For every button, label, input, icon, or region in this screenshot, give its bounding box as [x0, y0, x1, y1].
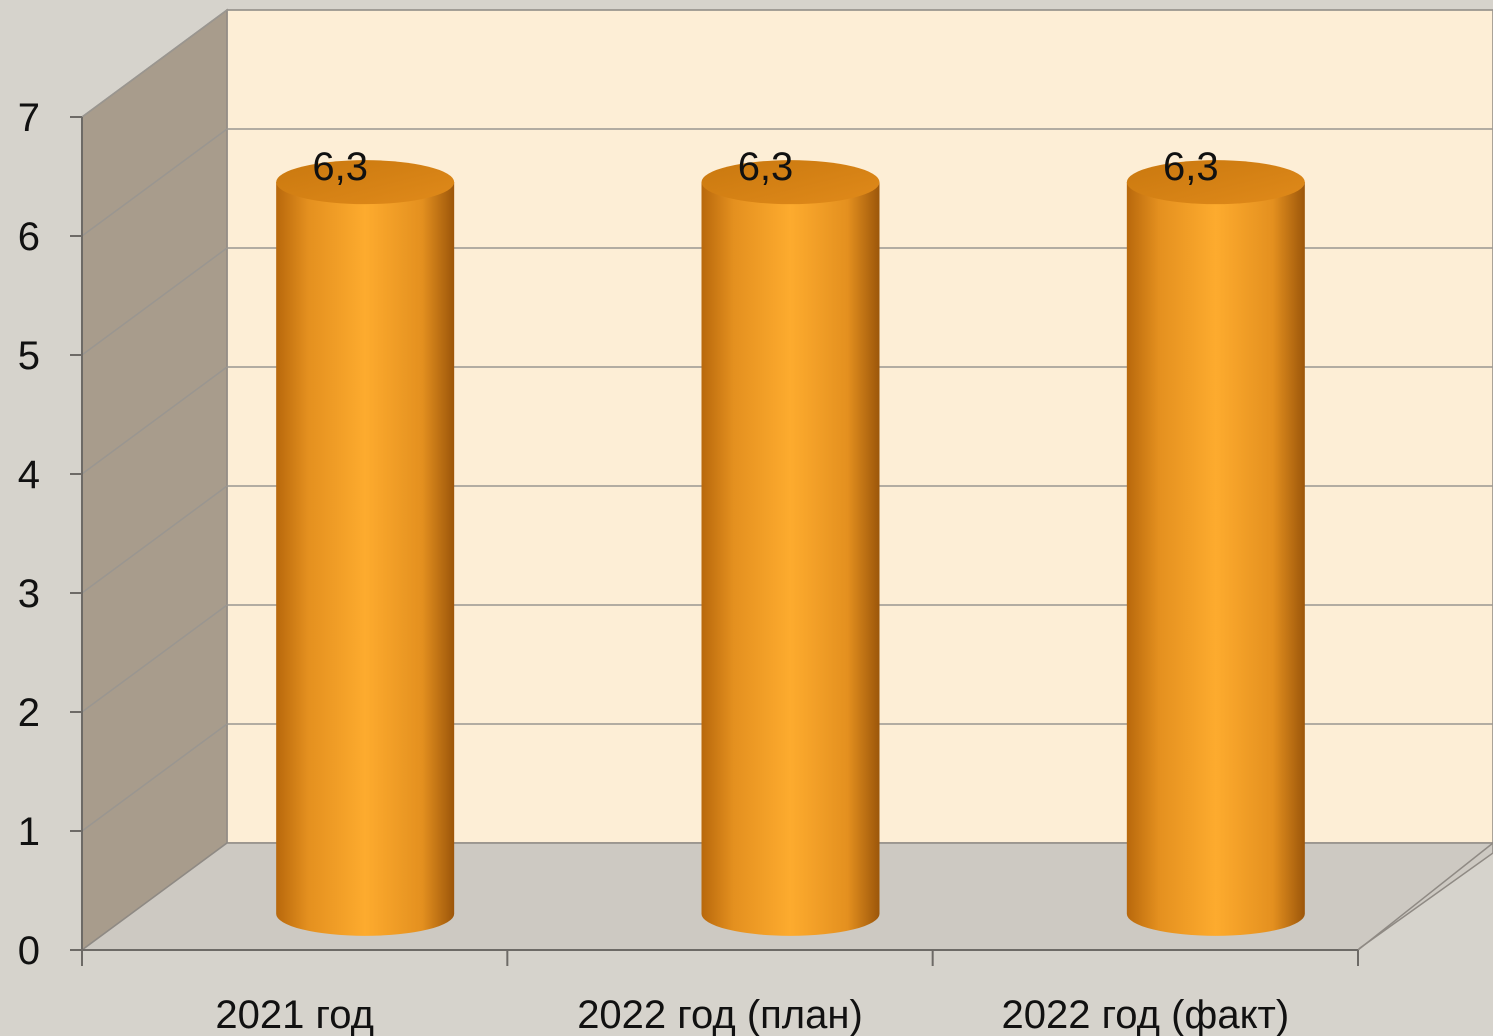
bar-series — [276, 160, 1305, 936]
y-tick-label: 6 — [18, 215, 40, 259]
gridline-side — [81, 485, 228, 594]
gridline-side — [81, 247, 228, 356]
x-tick-label: 2022 год (факт) — [1001, 993, 1289, 1036]
x-tick-label: 2021 год — [215, 993, 374, 1036]
y-tick-label: 7 — [18, 96, 40, 140]
y-tick-label: 1 — [18, 810, 40, 854]
floor-edge — [1357, 842, 1493, 951]
data-label: 6,3 — [312, 145, 368, 189]
y-tick-label: 5 — [18, 334, 40, 378]
bar — [276, 160, 455, 936]
side-wall — [81, 8, 228, 952]
y-tick-label: 3 — [18, 572, 40, 616]
data-label: 6,3 — [738, 145, 794, 189]
data-labels: 6,3 6,3 6,3 — [312, 145, 1218, 189]
gridline-side — [81, 366, 228, 475]
gridline-side — [81, 723, 228, 832]
y-axis: 0 1 2 3 4 5 6 7 — [18, 96, 83, 973]
gridline-side — [81, 128, 228, 237]
gridline-side — [81, 604, 228, 713]
x-axis: 2021 год 2022 год (план) 2022 год (факт) — [81, 949, 1359, 1036]
gridline-side — [81, 9, 228, 118]
bar — [1126, 160, 1305, 936]
y-tick-label: 2 — [18, 691, 40, 735]
x-tick-label: 2022 год (план) — [577, 993, 863, 1036]
y-tick-label: 4 — [18, 453, 40, 497]
data-label: 6,3 — [1163, 145, 1219, 189]
y-tick-label: 0 — [18, 929, 40, 973]
bar — [701, 160, 880, 936]
